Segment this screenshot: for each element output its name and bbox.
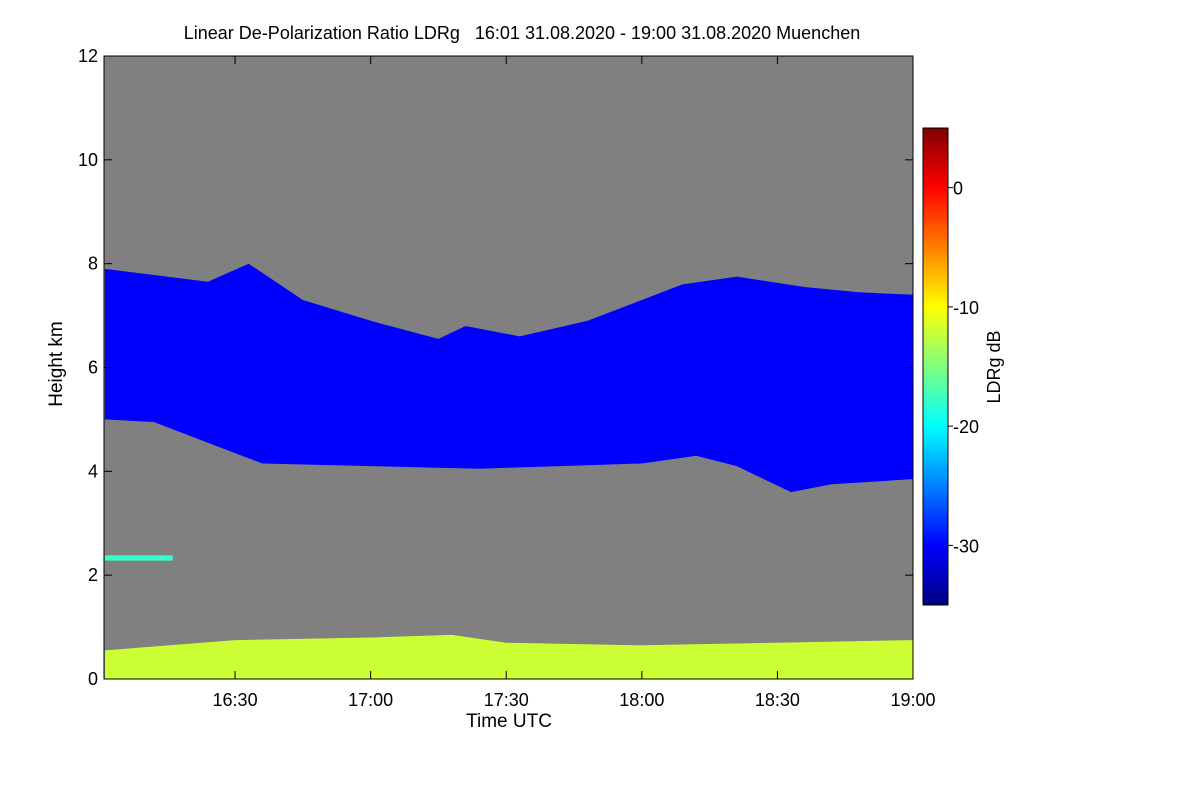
colorbar-tick-label: -30 bbox=[953, 536, 979, 556]
y-tick-label: 0 bbox=[88, 669, 98, 689]
x-tick-label: 17:00 bbox=[348, 690, 393, 710]
y-axis: 0 2 4 6 8 10 12 bbox=[78, 46, 913, 689]
y-tick-label: 8 bbox=[88, 254, 98, 274]
data-regions bbox=[104, 263, 913, 679]
x-axis-label: Time UTC bbox=[466, 711, 552, 732]
x-tick-label: 18:30 bbox=[755, 690, 800, 710]
x-tick-label: 19:00 bbox=[890, 690, 935, 710]
x-tick-label: 17:30 bbox=[484, 690, 529, 710]
colorbar-tick-label: -10 bbox=[953, 298, 979, 318]
plot-area bbox=[103, 55, 914, 680]
x-axis: 16:30 17:00 17:30 18:00 18:30 19:00 bbox=[213, 56, 936, 710]
y-tick-label: 4 bbox=[88, 461, 98, 481]
region-cirrus-layer bbox=[104, 263, 913, 493]
colorbar: 0 -10 -20 -30 LDRg dB bbox=[922, 127, 1004, 606]
region-boundary-layer-aerosol bbox=[104, 634, 913, 679]
colorbar-ticks: 0 -10 -20 -30 bbox=[948, 179, 979, 556]
colorbar-gradient bbox=[922, 127, 949, 606]
colorbar-tick-label: 0 bbox=[953, 179, 963, 199]
y-tick-label: 6 bbox=[88, 358, 98, 378]
y-tick-label: 2 bbox=[88, 565, 98, 585]
colorbar-label: LDRg dB bbox=[984, 330, 1004, 403]
x-tick-label: 18:00 bbox=[619, 690, 664, 710]
chart-title: Linear De-Polarization Ratio LDRg 16:01 … bbox=[184, 23, 860, 43]
region-elevated-aerosol-layer bbox=[104, 555, 173, 561]
colorbar-tick-label: -20 bbox=[953, 417, 979, 437]
y-tick-label: 10 bbox=[78, 150, 98, 170]
x-tick-label: 16:30 bbox=[213, 690, 258, 710]
y-axis-label: Height km bbox=[46, 321, 67, 407]
y-tick-label: 12 bbox=[78, 46, 98, 66]
